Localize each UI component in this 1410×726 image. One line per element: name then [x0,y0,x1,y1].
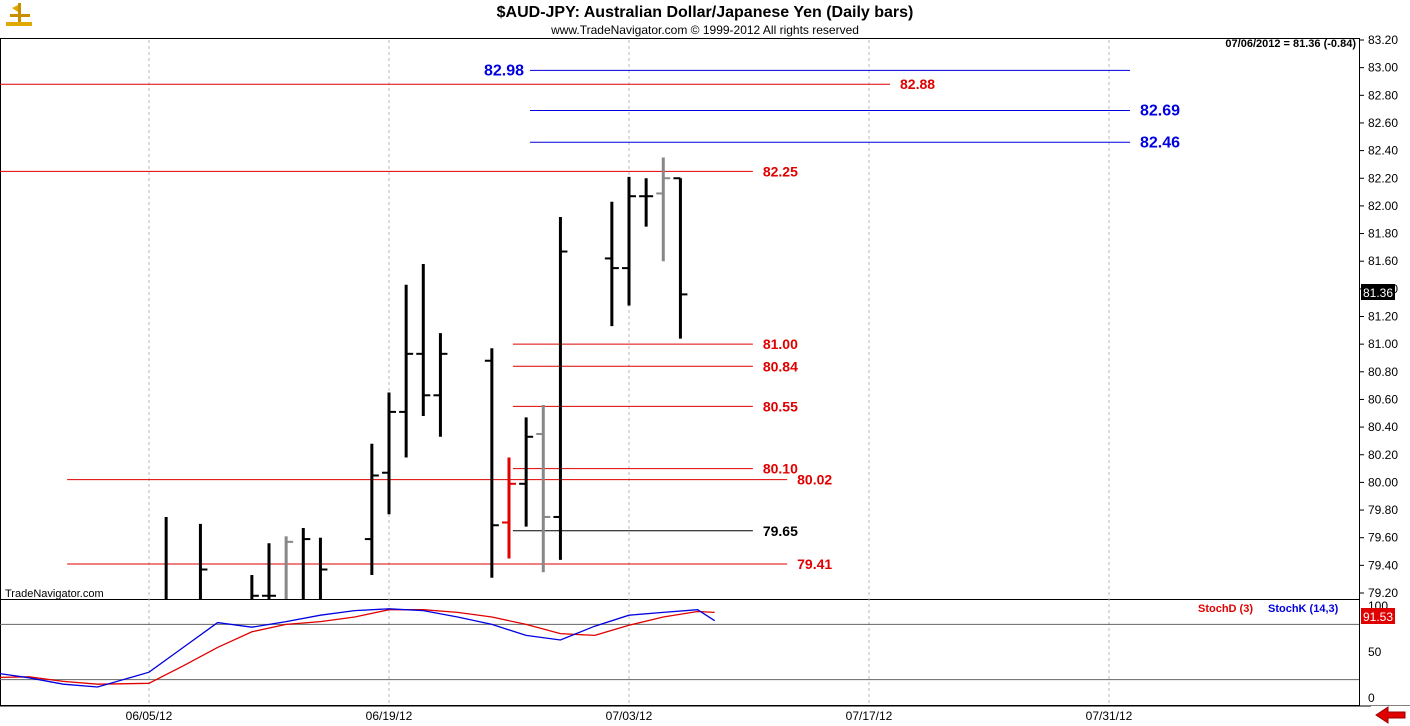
price-tick-label: 79.80 [1368,503,1398,517]
price-tick-label: 80.20 [1368,448,1398,462]
level-label: 82.46 [1140,134,1180,151]
price-tick-label: 82.00 [1368,199,1398,213]
support-resistance-levels: 82.98 82.88 82.69 82.46 82.25 81.00 80.84 80.55… [0,62,1180,572]
price-tick-label: 81.80 [1368,227,1398,241]
level-label: 80.55 [763,398,798,414]
price-tick-label: 82.40 [1368,144,1398,158]
price-tick-label: 81.20 [1368,310,1398,324]
price-tick-label: 82.20 [1368,171,1398,185]
level-label: 81.00 [763,336,798,352]
trading-post-icon[interactable] [6,3,32,26]
chart-subtitle: www.TradeNavigator.com © 1999-2012 All r… [550,23,859,37]
stoch-tick-label: 50 [1368,645,1382,659]
level-label: 82.69 [1140,103,1180,120]
price-tick-label: 79.40 [1368,558,1398,572]
legend-stochd: StochD (3) [1198,603,1253,615]
level-label: 79.65 [763,523,798,539]
stoch-panel-frame [0,599,1360,706]
level-label: 82.25 [763,163,798,179]
price-tick-label: 80.80 [1368,365,1398,379]
date-tick-label: 06/05/12 [126,709,173,723]
price-tick-label: 82.80 [1368,88,1398,102]
price-tick-label: 79.60 [1368,531,1398,545]
level-label: 80.84 [763,358,798,374]
stoch-series-line [0,608,716,688]
date-tick-label: 07/17/12 [846,709,893,723]
price-tick-label: 80.60 [1368,392,1398,406]
price-tick-label: 81.00 [1368,337,1398,351]
stoch-tick-label: 0 [1368,691,1375,705]
ohlc-bars [164,157,688,599]
price-tick-label: 80.00 [1368,475,1398,489]
last-price-box [1361,284,1395,300]
stoch-last-value: 91.53 [1363,610,1393,624]
level-label: 79.41 [797,556,832,572]
red-arrow-left-icon[interactable] [1371,706,1410,726]
price-tick-label: 81.60 [1368,254,1398,268]
legend-stochk: StochK (14,3) [1268,603,1339,615]
last-quote: 07/06/2012 = 81.36 (-0.84) [1225,38,1356,50]
stoch-last-value-box [1361,608,1395,624]
date-axis: 06/05/12 06/19/12 07/03/12 07/17/12 07/31/12 [126,709,1133,723]
watermark: TradeNavigator.com [5,588,104,600]
date-tick-label: 07/03/12 [606,709,653,723]
level-label: 82.98 [484,62,524,79]
level-label: 80.02 [797,472,832,488]
level-label: 80.10 [763,461,798,477]
price-tick-label: 82.60 [1368,116,1398,130]
date-tick-label: 07/31/12 [1086,709,1133,723]
vertical-gridlines [148,40,1110,705]
price-axis: 83.20 83.00 82.80 82.60 82.40 82.20 82.00 81.80… [1359,33,1398,600]
price-tick-label: 79.20 [1368,586,1398,600]
date-tick-label: 06/19/12 [366,709,413,723]
price-tick-label: 80.40 [1368,420,1398,434]
stoch-series-line [0,609,715,685]
chart-title: $AUD-JPY: Australian Dollar/Japanese Yen… [497,4,914,21]
price-tick-label: 83.20 [1368,33,1398,47]
level-label: 82.88 [900,76,935,92]
price-tick-label: 83.00 [1368,61,1398,75]
last-price-label: 81.36 [1363,286,1393,300]
